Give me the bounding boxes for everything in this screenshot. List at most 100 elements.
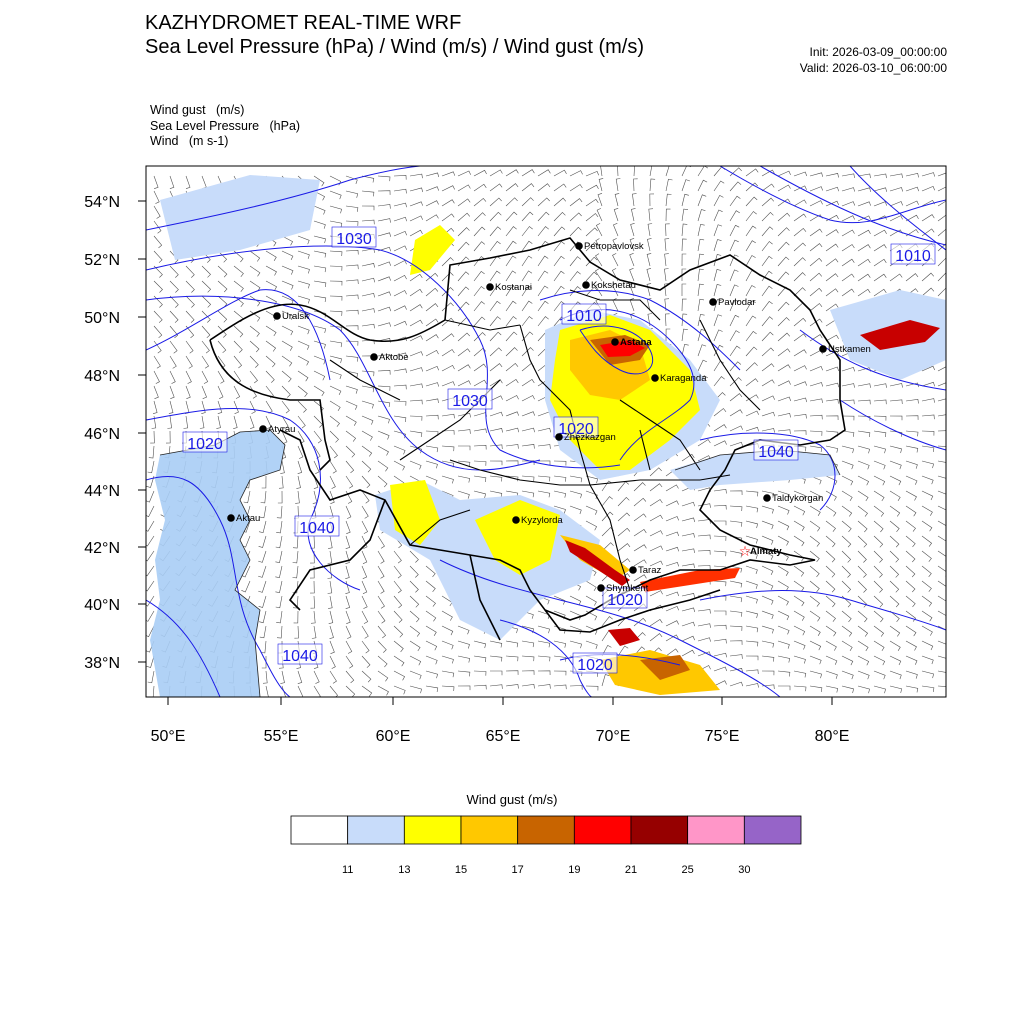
wind-barb bbox=[521, 378, 535, 387]
wind-barb bbox=[729, 490, 743, 496]
wind-barb bbox=[297, 385, 308, 397]
wind-barb bbox=[457, 241, 470, 252]
y-tick-label: 48°N bbox=[84, 368, 120, 385]
wind-barb bbox=[345, 565, 350, 579]
wind-barb bbox=[681, 328, 688, 342]
wind-barb bbox=[569, 184, 583, 192]
wind-barb bbox=[905, 430, 919, 437]
wind-barb bbox=[329, 460, 337, 474]
wind-barb bbox=[937, 445, 946, 447]
wind-barb bbox=[521, 270, 533, 282]
wind-barb bbox=[169, 310, 179, 323]
wind-barb bbox=[601, 511, 614, 522]
wind-barb bbox=[313, 280, 327, 288]
wind-barb bbox=[297, 355, 310, 366]
wind-barb bbox=[873, 460, 886, 470]
wind-barb bbox=[537, 316, 549, 327]
wind-barb bbox=[617, 527, 631, 537]
wind-barb bbox=[777, 170, 791, 177]
wind-barb bbox=[457, 460, 471, 467]
colorbar-label: 11 bbox=[341, 864, 354, 876]
wind-barb bbox=[745, 683, 759, 688]
wind-barb bbox=[697, 166, 709, 177]
wind-barb bbox=[777, 595, 789, 606]
wind-barb bbox=[276, 625, 283, 639]
wind-barb bbox=[713, 376, 725, 387]
colorbar-swatch bbox=[573, 815, 632, 845]
wind-barb bbox=[905, 382, 919, 388]
wind-barb bbox=[745, 196, 758, 207]
isobar-label: 1040 bbox=[299, 520, 335, 537]
wind-barb bbox=[537, 270, 549, 282]
city-dot bbox=[763, 494, 771, 502]
wind-barb bbox=[310, 610, 316, 624]
wind-barb bbox=[553, 197, 567, 207]
wind-barb bbox=[697, 194, 707, 207]
wind-barb bbox=[233, 385, 241, 399]
wind-barb bbox=[841, 273, 855, 282]
wind-barb bbox=[297, 295, 310, 304]
wind-barb bbox=[857, 475, 870, 486]
wind-barb bbox=[745, 240, 756, 252]
wind-barb bbox=[313, 295, 327, 303]
wind-barb bbox=[489, 300, 501, 312]
wind-barb bbox=[889, 399, 903, 405]
wind-barb bbox=[649, 166, 653, 177]
wind-barb bbox=[793, 430, 807, 435]
wind-barb bbox=[777, 301, 790, 312]
wind-barb bbox=[489, 640, 503, 648]
wind-barb bbox=[169, 370, 176, 384]
wind-barb bbox=[778, 685, 791, 691]
wind-barb bbox=[505, 670, 519, 675]
gust-red-ne bbox=[860, 320, 940, 350]
city-dot bbox=[629, 566, 637, 574]
wind-barb bbox=[329, 490, 335, 504]
wind-barb bbox=[297, 370, 309, 382]
y-tick-label: 46°N bbox=[84, 426, 120, 443]
isobar-label-box bbox=[561, 303, 607, 325]
wind-barb bbox=[377, 670, 389, 682]
city-dot bbox=[709, 298, 717, 306]
wind-barb bbox=[345, 445, 356, 458]
wind-barb bbox=[873, 640, 885, 652]
wind-barb bbox=[681, 179, 690, 192]
wind-barb bbox=[697, 238, 705, 252]
wind-barb bbox=[281, 370, 292, 383]
wind-barb bbox=[825, 595, 836, 608]
wind-barb bbox=[857, 520, 868, 533]
wind-barb bbox=[697, 313, 705, 327]
wind-barb bbox=[793, 185, 807, 192]
wind-barb bbox=[713, 488, 727, 494]
wind-barb bbox=[745, 225, 757, 237]
wind-barb bbox=[665, 208, 671, 222]
colorbar bbox=[290, 815, 802, 845]
wind-barb bbox=[297, 340, 310, 350]
wind-barb bbox=[457, 490, 470, 499]
wind-barb bbox=[729, 195, 741, 207]
wind-barb bbox=[633, 617, 647, 627]
wind-barb bbox=[345, 625, 352, 639]
isobar-label: 1030 bbox=[336, 231, 372, 248]
wind-barb bbox=[393, 460, 406, 471]
wind-barb bbox=[729, 668, 743, 673]
wind-barb bbox=[377, 460, 389, 472]
wind-barb bbox=[505, 211, 518, 222]
wind-barb bbox=[809, 382, 823, 387]
wind-barb bbox=[600, 166, 603, 177]
wind-barb bbox=[521, 444, 535, 449]
wind-barb bbox=[729, 330, 740, 342]
wind-barb bbox=[345, 264, 359, 270]
wind-barb bbox=[937, 565, 946, 577]
wind-barb bbox=[793, 333, 807, 342]
wind-barb bbox=[665, 166, 674, 177]
wind-barb bbox=[841, 550, 852, 563]
wind-barb bbox=[809, 214, 823, 222]
wind-barb bbox=[329, 625, 334, 639]
wind-barb bbox=[809, 505, 821, 516]
wind-barb bbox=[777, 212, 791, 222]
wind-barb bbox=[905, 273, 919, 282]
wind-barb bbox=[377, 232, 391, 237]
wind-barb bbox=[505, 331, 518, 342]
wind-barb bbox=[281, 265, 294, 275]
wind-barb bbox=[777, 640, 790, 649]
